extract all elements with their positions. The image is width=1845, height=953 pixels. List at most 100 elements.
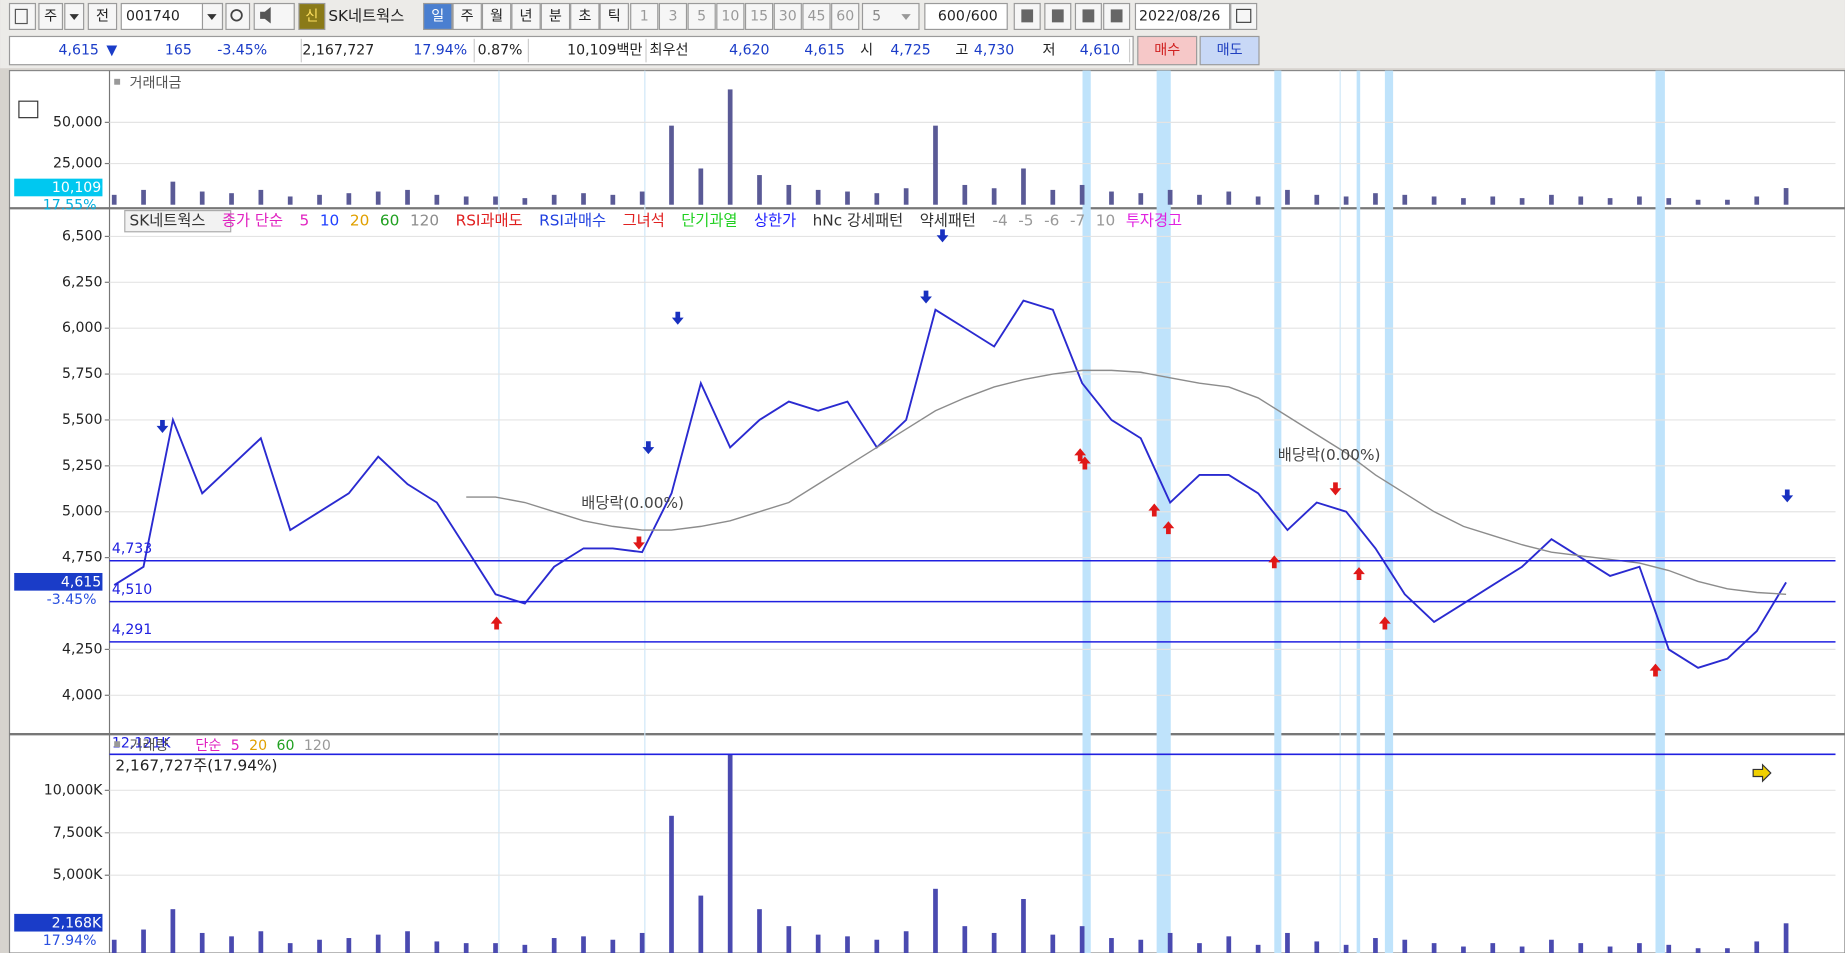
- legend-item: 5: [300, 212, 310, 230]
- tool-icon: [1051, 9, 1064, 23]
- bar: [1490, 196, 1496, 205]
- bar: [1578, 943, 1584, 953]
- sell-signal: [671, 311, 684, 325]
- current-marker: [14, 572, 103, 591]
- bar: [757, 175, 762, 205]
- interval-button[interactable]: [773, 2, 802, 31]
- legend-item: 그녀석: [623, 212, 665, 230]
- interval-button[interactable]: [802, 2, 831, 31]
- quote-open-label: 시: [860, 43, 873, 59]
- legend-item: -6: [1044, 212, 1059, 230]
- period-button[interactable]: [452, 2, 482, 31]
- period-button[interactable]: [423, 2, 453, 31]
- interval-button[interactable]: [658, 2, 688, 31]
- quote-turnover-rate: 17.94%: [413, 43, 467, 59]
- y-tick-label: 7,500K: [53, 825, 103, 841]
- bar: [1490, 943, 1496, 953]
- period-button[interactable]: [511, 2, 541, 31]
- next-arrow: [1752, 763, 1772, 783]
- quote-buy: 매수: [1154, 43, 1180, 59]
- interval-select[interactable]: [861, 2, 920, 31]
- sell-signal: [156, 420, 169, 433]
- interval-button[interactable]: [744, 2, 774, 31]
- period-label: 분: [549, 8, 562, 24]
- bar: [1226, 936, 1232, 953]
- annotation: 배당락(0.00%): [1278, 446, 1381, 464]
- bar: [962, 926, 968, 953]
- y-tick-label: 4,750: [62, 550, 102, 566]
- date: 2022/08/26: [1139, 8, 1220, 24]
- legend-item: 단기과열: [681, 212, 737, 230]
- search-button[interactable]: [225, 2, 251, 31]
- legend-item: hNc 강세패턴: [813, 212, 904, 230]
- y-tick-label: 5,000K: [53, 867, 103, 883]
- new-badge[interactable]: [298, 2, 326, 31]
- period-button[interactable]: [540, 2, 571, 31]
- legend-item: 10: [1096, 212, 1115, 230]
- period-button[interactable]: [599, 2, 629, 31]
- search-icon: [230, 9, 243, 22]
- interval-label: 15: [750, 8, 768, 24]
- bar: [1519, 946, 1525, 953]
- interval-label: 45: [808, 8, 826, 24]
- bar: [522, 198, 528, 205]
- legend-item: 10: [320, 212, 339, 230]
- count-input[interactable]: [924, 2, 1008, 31]
- period-button[interactable]: [570, 2, 600, 31]
- bar: [1373, 938, 1378, 953]
- quote-change: 165: [165, 43, 192, 59]
- bar: [1138, 939, 1144, 953]
- bar: [493, 196, 498, 205]
- bar: [1167, 189, 1173, 205]
- interval-button[interactable]: [687, 2, 716, 31]
- quote-bar: [8, 35, 1134, 66]
- calendar-button[interactable]: [1230, 2, 1258, 31]
- bar: [1050, 189, 1056, 205]
- legend-item: 120: [304, 738, 331, 754]
- sell-button[interactable]: [1199, 35, 1260, 66]
- interval-label: 60: [836, 8, 854, 24]
- bar: [845, 936, 850, 953]
- bar: [1783, 188, 1789, 205]
- bar: [698, 168, 704, 205]
- mode-button[interactable]: [87, 2, 118, 31]
- buy-button[interactable]: [1137, 35, 1198, 66]
- bar: [317, 194, 322, 205]
- bar: [258, 931, 264, 953]
- buy-signal: [1378, 616, 1391, 630]
- buy-signal: [490, 616, 503, 630]
- interval-label: 30: [779, 8, 797, 24]
- bar: [845, 191, 850, 205]
- market-button[interactable]: [38, 2, 64, 31]
- bar: [1314, 941, 1320, 953]
- period-label: 일: [431, 8, 444, 24]
- table-icon: [18, 100, 39, 119]
- bar: [991, 932, 997, 953]
- menu-button[interactable]: [8, 2, 36, 31]
- volume-summary: 2,167,727주(17.94%): [115, 756, 277, 774]
- interval-button[interactable]: [630, 2, 659, 31]
- price-line: [466, 369, 1787, 595]
- interval-button[interactable]: [831, 2, 860, 31]
- bar: [1754, 941, 1760, 953]
- bar: [1666, 198, 1672, 205]
- bar: [375, 191, 381, 205]
- bar: [493, 943, 498, 953]
- bar: [1138, 193, 1144, 205]
- bar: [727, 754, 733, 953]
- dropdown-arrow: [901, 14, 911, 21]
- y-tick-label: 50,000: [53, 114, 102, 130]
- stock-name: SK네트웍스: [328, 7, 404, 25]
- period-button[interactable]: [481, 2, 512, 31]
- y-tick-label: 5,250: [62, 458, 102, 474]
- bar: [346, 193, 352, 205]
- interval-button[interactable]: [716, 2, 745, 31]
- date-input[interactable]: [1134, 2, 1231, 31]
- y-tick-label: 4,250: [62, 641, 102, 657]
- bar: [1373, 193, 1378, 205]
- max-label: 12,121K: [112, 736, 171, 752]
- bar: [786, 926, 792, 953]
- legend-item: 20: [249, 738, 267, 754]
- bar: [903, 931, 909, 953]
- bar: [727, 89, 733, 205]
